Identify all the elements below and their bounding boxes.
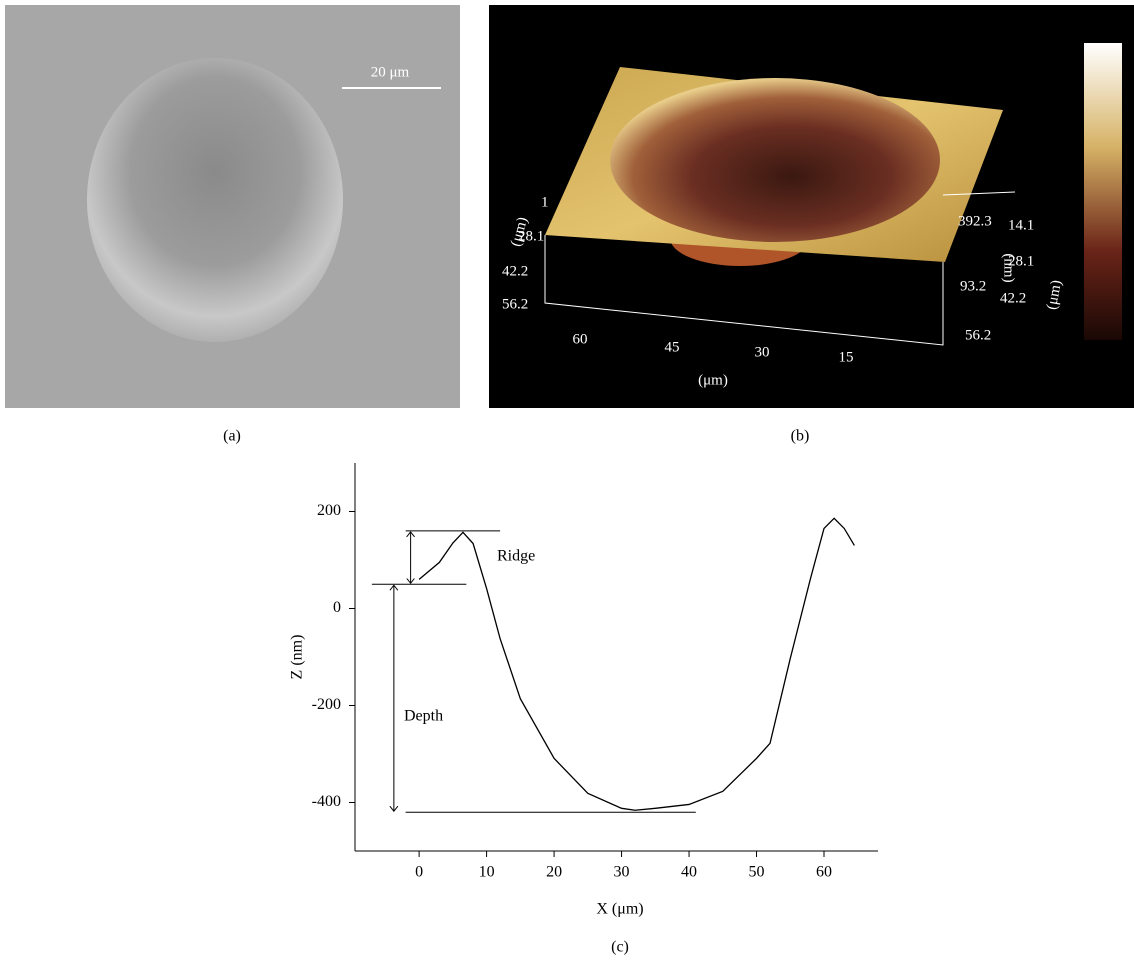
y-tick-label: -200 (312, 696, 341, 713)
x-tick-label: 50 (749, 864, 765, 881)
color-bar (1084, 43, 1122, 340)
panel-label: (a) (223, 428, 241, 445)
tick-label: 1 (541, 194, 549, 210)
tick-label: 392.3 (958, 213, 992, 229)
x-tick-label: 20 (546, 864, 562, 881)
tick-label: 15 (839, 349, 854, 365)
tick-label: 45 (665, 339, 680, 355)
panel-label: (c) (611, 939, 629, 956)
scale-bar-label: 20 μm (371, 64, 410, 80)
tick-label: 93.2 (960, 278, 986, 294)
tick-label: 60 (573, 331, 588, 347)
y-tick-label: 200 (317, 502, 341, 519)
x-tick-label: 10 (479, 864, 495, 881)
annotation: Depth (404, 708, 443, 725)
axis-label: (μm) (698, 372, 728, 388)
dimple (87, 58, 343, 342)
panel-label: (b) (791, 428, 810, 445)
x-tick-label: 0 (415, 864, 423, 881)
tick-label: 42.2 (502, 263, 528, 279)
data-line (419, 518, 854, 810)
tick-label: 28.1 (518, 228, 544, 244)
y-tick-label: 0 (333, 599, 341, 616)
tick-label: 56.2 (965, 327, 991, 343)
panel-a: 20 μm (a) (5, 5, 460, 445)
tick-label: 42.2 (1000, 290, 1026, 306)
tick-label: 14.1 (1008, 217, 1034, 233)
panel-c: X (μm) Z (nm) (c) 0 10 20 30 40 50 60 -400 -200 0… (289, 463, 878, 956)
tick-label: 28.1 (1008, 253, 1034, 269)
y-tick-label: -400 (312, 793, 341, 810)
annotation: Ridge (497, 548, 535, 565)
figure: 20 μm (a) (μm) 1 28.1 42.2 56.2 60 45 30… (0, 0, 1134, 962)
x-tick-label: 60 (816, 864, 832, 881)
pit (610, 78, 940, 242)
y-axis-title: Z (nm) (289, 635, 306, 680)
x-axis-title: X (μm) (596, 901, 643, 918)
x-tick-label: 30 (614, 864, 630, 881)
tick-label: 30 (755, 344, 770, 360)
x-tick-label: 40 (681, 864, 697, 881)
tick-label: 56.2 (502, 296, 528, 312)
panel-b: (μm) 1 28.1 42.2 56.2 60 45 30 15 (μm) 3… (489, 5, 1134, 445)
